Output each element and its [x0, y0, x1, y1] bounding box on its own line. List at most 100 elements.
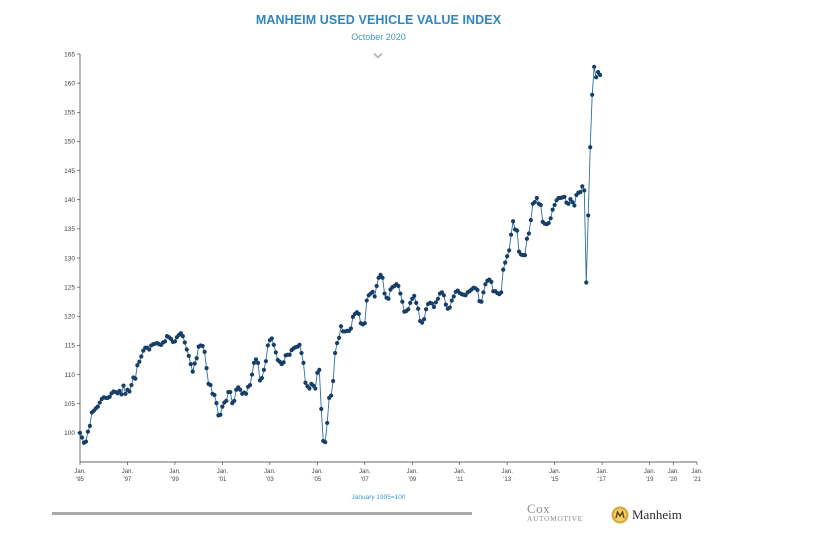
- data-point: [374, 283, 379, 289]
- y-tick-label: 135: [64, 226, 75, 233]
- data-point: [532, 199, 537, 205]
- data-point: [550, 207, 555, 212]
- data-point: [429, 301, 435, 306]
- x-tick-label-year: '13: [503, 477, 511, 483]
- y-tick-label: 140: [64, 197, 75, 204]
- data-point: [422, 317, 427, 322]
- chevron-down-icon[interactable]: [373, 52, 383, 60]
- data-point: [336, 335, 342, 340]
- x-tick-label-month: Jan.: [359, 469, 371, 475]
- data-point: [202, 349, 207, 354]
- data-point: [423, 307, 429, 312]
- x-tick-label-year: '07: [361, 477, 369, 483]
- data-point: [238, 387, 243, 392]
- x-tick-label-month: Jan.: [644, 469, 656, 475]
- data-point: [269, 336, 274, 341]
- data-point: [263, 359, 268, 364]
- data-point: [303, 380, 308, 385]
- data-point: [273, 350, 278, 355]
- data-point: [147, 347, 152, 352]
- y-tick-label: 120: [64, 314, 75, 321]
- x-tick-label-year: '01: [218, 477, 226, 483]
- data-point: [190, 369, 195, 374]
- data-point: [97, 400, 102, 405]
- x-tick-label-month: Jan.: [122, 469, 134, 475]
- data-point: [449, 298, 454, 303]
- data-point: [548, 216, 553, 221]
- x-tick-label-year: '97: [124, 477, 132, 483]
- x-tick-label-month: Jan.: [74, 469, 86, 475]
- data-point: [200, 343, 205, 349]
- x-tick-label-month: Jan.: [217, 469, 229, 475]
- data-point: [590, 92, 595, 97]
- data-point: [85, 429, 91, 434]
- x-tick-label-month: Jan.: [264, 469, 276, 475]
- data-point: [218, 412, 223, 417]
- data-point: [524, 236, 530, 241]
- data-point: [228, 389, 233, 395]
- x-tick-label-month: Jan.: [549, 469, 561, 475]
- data-point: [121, 383, 126, 388]
- data-point: [501, 267, 506, 272]
- data-point: [331, 378, 336, 384]
- data-point: [232, 398, 237, 403]
- data-point: [259, 375, 265, 381]
- data-point: [526, 231, 532, 236]
- data-point: [534, 195, 539, 201]
- data-point: [522, 252, 528, 258]
- data-point: [244, 391, 249, 396]
- data-point: [382, 291, 387, 296]
- data-point: [386, 296, 391, 301]
- data-point: [317, 367, 322, 373]
- data-point: [107, 394, 112, 399]
- baseline-note: January 1995=100: [351, 494, 406, 501]
- data-point: [208, 382, 213, 388]
- data-point: [475, 287, 480, 293]
- data-point: [301, 360, 306, 366]
- data-point: [588, 145, 593, 150]
- data-point: [481, 290, 486, 295]
- data-point: [396, 283, 401, 289]
- data-point: [412, 293, 417, 298]
- data-point: [364, 298, 369, 303]
- data-point: [137, 359, 142, 364]
- data-point: [192, 361, 197, 366]
- data-point: [400, 299, 405, 304]
- data-point: [499, 290, 504, 295]
- data-point: [299, 350, 304, 356]
- data-point: [127, 389, 132, 394]
- data-point: [362, 321, 367, 326]
- data-point: [582, 188, 587, 193]
- data-point: [255, 360, 261, 366]
- data-point: [514, 228, 520, 233]
- data-point: [503, 260, 508, 265]
- data-point: [580, 184, 585, 189]
- axes: 100 105 110 115 120 125 130 135 140 145 150 155 160 1…: [64, 51, 703, 483]
- cox-automotive-logo: Cox AUTOMOTIVE: [527, 502, 607, 523]
- data-points: [77, 64, 603, 445]
- data-point: [380, 275, 385, 280]
- cox-logo-line2: AUTOMOTIVE: [527, 514, 583, 523]
- chart-title: MANHEIM USED VEHICLE VALUE INDEX: [255, 13, 502, 27]
- data-point: [406, 307, 411, 312]
- y-tick-label: 115: [65, 343, 76, 350]
- data-point: [433, 300, 439, 305]
- y-tick-label: 130: [64, 255, 75, 262]
- data-point: [95, 404, 100, 409]
- data-point: [325, 420, 330, 426]
- data-point: [180, 334, 185, 339]
- chart-subtitle: October 2020: [351, 32, 406, 42]
- data-point: [329, 393, 334, 398]
- data-point: [552, 202, 557, 208]
- data-point: [129, 382, 134, 388]
- manheim-logo-text: Manheim: [632, 507, 682, 522]
- data-point: [416, 306, 421, 311]
- x-tick-label-year: '03: [266, 477, 274, 483]
- x-tick-label-month: Jan.: [454, 469, 466, 475]
- x-tick-label-year: '95: [76, 477, 84, 483]
- data-point: [204, 366, 209, 371]
- x-tick-label-month: Jan.: [668, 469, 680, 475]
- data-point: [414, 300, 419, 305]
- data-point: [253, 357, 259, 362]
